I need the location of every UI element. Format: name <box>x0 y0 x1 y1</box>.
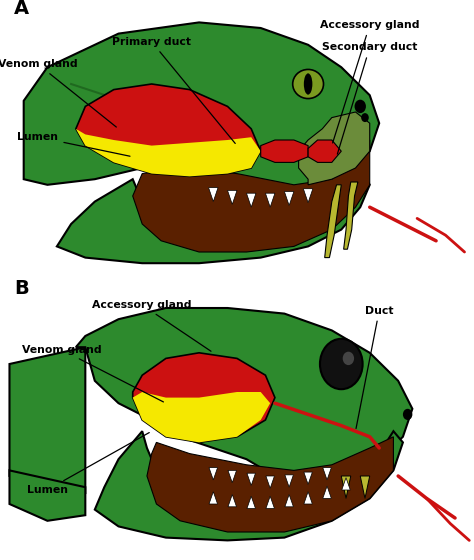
Polygon shape <box>344 182 358 249</box>
Circle shape <box>403 409 412 420</box>
Text: Lumen: Lumen <box>27 432 149 495</box>
Polygon shape <box>325 185 341 258</box>
Polygon shape <box>341 476 351 498</box>
Polygon shape <box>209 468 218 480</box>
Circle shape <box>355 100 366 113</box>
Polygon shape <box>284 192 294 206</box>
Polygon shape <box>228 190 237 204</box>
Text: B: B <box>14 279 29 298</box>
Text: Lumen: Lumen <box>18 132 130 156</box>
Polygon shape <box>285 494 293 507</box>
Polygon shape <box>9 347 85 493</box>
Polygon shape <box>285 475 293 487</box>
Polygon shape <box>24 22 379 190</box>
Text: Venom gland: Venom gland <box>0 59 116 127</box>
Ellipse shape <box>304 73 312 95</box>
Polygon shape <box>76 308 412 482</box>
Text: A: A <box>14 0 29 18</box>
Polygon shape <box>133 140 370 252</box>
Polygon shape <box>76 84 261 176</box>
Ellipse shape <box>292 69 324 99</box>
Polygon shape <box>265 193 275 207</box>
Circle shape <box>343 352 354 365</box>
Polygon shape <box>323 486 331 498</box>
Polygon shape <box>303 189 313 203</box>
Polygon shape <box>133 353 275 442</box>
Polygon shape <box>304 472 312 484</box>
Polygon shape <box>247 496 255 508</box>
Polygon shape <box>266 476 274 488</box>
Polygon shape <box>209 492 218 504</box>
Polygon shape <box>228 470 237 483</box>
Text: Secondary duct: Secondary duct <box>322 43 418 154</box>
Polygon shape <box>9 470 85 521</box>
Polygon shape <box>304 492 312 504</box>
Text: Accessory gland: Accessory gland <box>92 300 211 351</box>
Polygon shape <box>323 468 331 480</box>
Polygon shape <box>209 188 218 202</box>
Polygon shape <box>360 476 370 498</box>
Polygon shape <box>95 431 403 540</box>
Polygon shape <box>261 140 308 162</box>
Text: Duct: Duct <box>356 306 393 428</box>
Polygon shape <box>76 129 261 176</box>
Polygon shape <box>246 193 256 207</box>
Polygon shape <box>247 473 255 486</box>
Polygon shape <box>147 437 393 532</box>
Polygon shape <box>342 478 350 490</box>
Circle shape <box>361 113 369 122</box>
Text: Primary duct: Primary duct <box>112 37 235 143</box>
Polygon shape <box>133 392 270 442</box>
Text: Accessory gland: Accessory gland <box>320 20 419 143</box>
Polygon shape <box>266 496 274 508</box>
Polygon shape <box>299 112 370 185</box>
Text: Venom gland: Venom gland <box>22 345 164 402</box>
Circle shape <box>320 339 363 389</box>
Polygon shape <box>308 140 341 162</box>
Polygon shape <box>57 168 370 263</box>
Polygon shape <box>228 494 237 507</box>
